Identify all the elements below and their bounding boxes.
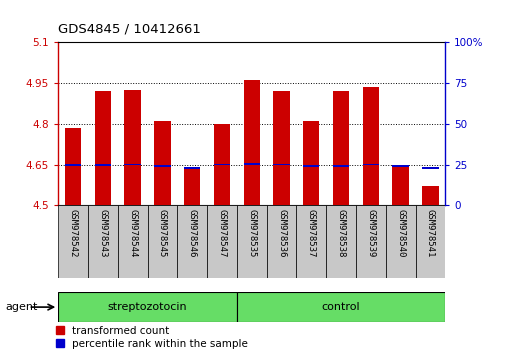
Bar bbox=[266, 205, 296, 278]
Bar bbox=[296, 205, 326, 278]
Bar bbox=[213, 164, 230, 165]
Text: GDS4845 / 10412661: GDS4845 / 10412661 bbox=[58, 22, 200, 35]
Bar bbox=[154, 165, 170, 167]
Bar bbox=[124, 164, 140, 165]
Bar bbox=[273, 91, 289, 205]
Bar bbox=[243, 80, 260, 205]
Bar bbox=[236, 292, 444, 322]
Text: GSM978539: GSM978539 bbox=[366, 209, 375, 257]
Bar bbox=[302, 121, 319, 205]
Bar bbox=[362, 164, 378, 165]
Bar bbox=[385, 205, 415, 278]
Text: GSM978537: GSM978537 bbox=[306, 209, 315, 257]
Bar bbox=[65, 128, 81, 205]
Text: GSM978543: GSM978543 bbox=[98, 209, 107, 257]
Bar bbox=[332, 91, 348, 205]
Bar bbox=[421, 186, 438, 205]
Bar bbox=[392, 165, 408, 205]
Text: GSM978536: GSM978536 bbox=[276, 209, 285, 257]
Legend: transformed count, percentile rank within the sample: transformed count, percentile rank withi… bbox=[56, 326, 248, 349]
Text: agent: agent bbox=[5, 302, 37, 312]
Bar bbox=[273, 164, 289, 165]
Bar bbox=[421, 167, 438, 169]
Text: GSM978542: GSM978542 bbox=[69, 209, 77, 257]
Bar bbox=[392, 165, 408, 167]
Bar bbox=[94, 91, 111, 205]
Text: GSM978535: GSM978535 bbox=[247, 209, 256, 257]
Bar bbox=[94, 164, 111, 166]
Bar bbox=[362, 87, 378, 205]
Text: GSM978541: GSM978541 bbox=[425, 209, 434, 257]
Bar bbox=[236, 205, 266, 278]
Bar bbox=[124, 90, 140, 205]
Text: GSM978538: GSM978538 bbox=[336, 209, 345, 257]
Text: streptozotocin: streptozotocin bbox=[108, 302, 187, 312]
Bar bbox=[58, 292, 236, 322]
Text: GSM978545: GSM978545 bbox=[158, 209, 167, 257]
Bar bbox=[184, 167, 200, 169]
Bar bbox=[88, 205, 118, 278]
Bar bbox=[154, 121, 170, 205]
Text: GSM978546: GSM978546 bbox=[187, 209, 196, 257]
Text: GSM978540: GSM978540 bbox=[395, 209, 405, 257]
Bar bbox=[415, 205, 444, 278]
Bar bbox=[326, 205, 355, 278]
Bar bbox=[302, 165, 319, 167]
Bar bbox=[207, 205, 236, 278]
Text: GSM978544: GSM978544 bbox=[128, 209, 137, 257]
Text: control: control bbox=[321, 302, 360, 312]
Bar bbox=[355, 205, 385, 278]
Text: GSM978547: GSM978547 bbox=[217, 209, 226, 257]
Bar bbox=[332, 165, 348, 167]
Bar bbox=[147, 205, 177, 278]
Bar bbox=[184, 169, 200, 205]
Bar bbox=[118, 205, 147, 278]
Bar bbox=[58, 205, 88, 278]
Bar bbox=[243, 163, 260, 165]
Bar bbox=[65, 164, 81, 166]
Bar bbox=[177, 205, 207, 278]
Bar bbox=[213, 124, 230, 205]
